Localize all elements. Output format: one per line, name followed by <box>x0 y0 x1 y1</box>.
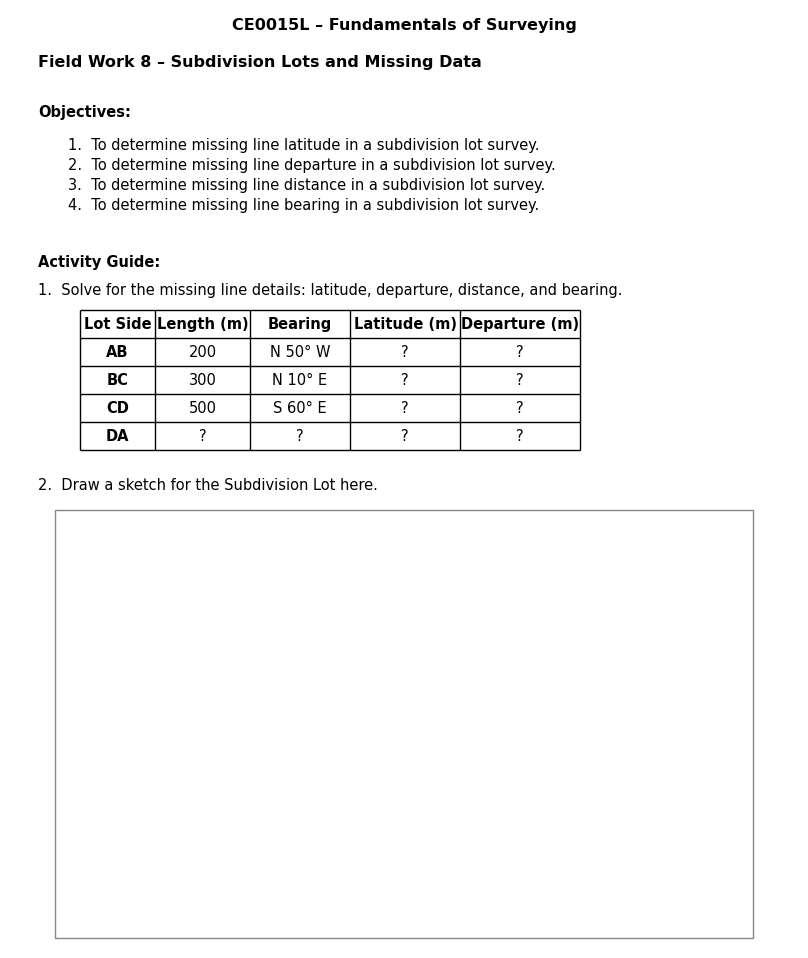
Text: ?: ? <box>402 345 409 359</box>
Text: Bearing: Bearing <box>268 316 332 331</box>
Text: DA: DA <box>106 428 129 444</box>
Text: 2.  Draw a sketch for the Subdivision Lot here.: 2. Draw a sketch for the Subdivision Lot… <box>38 478 378 493</box>
Text: ?: ? <box>516 345 524 359</box>
Text: ?: ? <box>402 373 409 387</box>
Text: Activity Guide:: Activity Guide: <box>38 255 160 270</box>
Text: 500: 500 <box>188 400 217 416</box>
Text: ?: ? <box>402 400 409 416</box>
Text: ?: ? <box>402 428 409 444</box>
Text: Objectives:: Objectives: <box>38 105 131 120</box>
Text: ?: ? <box>516 400 524 416</box>
Text: BC: BC <box>107 373 128 387</box>
Text: 1.  Solve for the missing line details: latitude, departure, distance, and beari: 1. Solve for the missing line details: l… <box>38 283 622 298</box>
Text: 300: 300 <box>188 373 217 387</box>
Text: 4.  To determine missing line bearing in a subdivision lot survey.: 4. To determine missing line bearing in … <box>68 198 539 213</box>
Text: 3.  To determine missing line distance in a subdivision lot survey.: 3. To determine missing line distance in… <box>68 178 545 193</box>
Text: Length (m): Length (m) <box>157 316 248 331</box>
Text: AB: AB <box>106 345 128 359</box>
Text: Latitude (m): Latitude (m) <box>354 316 457 331</box>
Text: S 60° E: S 60° E <box>273 400 326 416</box>
Text: CD: CD <box>106 400 129 416</box>
Text: N 50° W: N 50° W <box>270 345 330 359</box>
Text: 200: 200 <box>188 345 217 359</box>
Text: Departure (m): Departure (m) <box>461 316 579 331</box>
Text: ?: ? <box>199 428 206 444</box>
Text: N 10° E: N 10° E <box>272 373 327 387</box>
Text: CE0015L – Fundamentals of Surveying: CE0015L – Fundamentals of Surveying <box>232 18 576 33</box>
Text: ?: ? <box>297 428 304 444</box>
Text: 2.  To determine missing line departure in a subdivision lot survey.: 2. To determine missing line departure i… <box>68 158 556 173</box>
Text: Field Work 8 – Subdivision Lots and Missing Data: Field Work 8 – Subdivision Lots and Miss… <box>38 55 482 70</box>
Bar <box>55 510 753 938</box>
Text: ?: ? <box>516 428 524 444</box>
Text: ?: ? <box>516 373 524 387</box>
Text: Lot Side: Lot Side <box>84 316 151 331</box>
Text: 1.  To determine missing line latitude in a subdivision lot survey.: 1. To determine missing line latitude in… <box>68 138 540 153</box>
